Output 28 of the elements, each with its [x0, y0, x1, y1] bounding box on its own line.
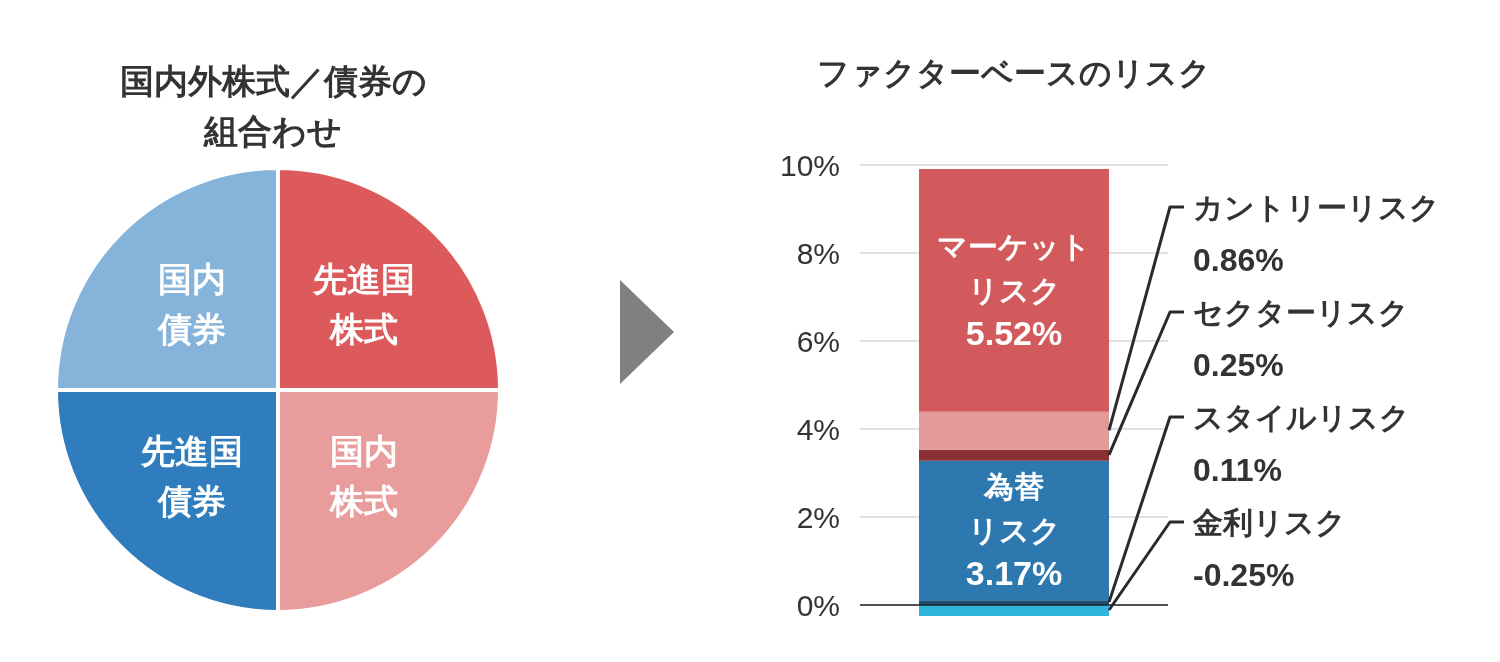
chart-title: ファクターベースのリスク	[816, 54, 1212, 93]
y-tick-label: 4%	[796, 412, 840, 446]
slice-label: 先進国株式	[312, 259, 416, 348]
data-label: 3.17%	[965, 554, 1063, 593]
bar	[919, 168, 1109, 412]
slice-label: 国内株式	[328, 432, 399, 521]
text: セクターリスク	[1193, 296, 1409, 329]
bar	[919, 411, 1109, 450]
data-label: 0.11%	[1193, 452, 1282, 488]
chart-title: 国内外株式／債券の組合わせ	[118, 61, 428, 152]
slice-label: 先進国債券	[139, 432, 243, 521]
y-tick-label: 8%	[796, 236, 840, 270]
data-label: -0.25%	[1193, 557, 1295, 593]
series-label: 為替リスク	[967, 470, 1061, 548]
y-tick-label: 0%	[796, 588, 840, 622]
text: スタイルリスク	[1193, 401, 1410, 434]
y-tick-label: 10%	[779, 148, 840, 182]
bar	[919, 605, 1109, 616]
series-label: マーケットリスク	[937, 230, 1091, 308]
y-tick-label: 6%	[796, 324, 840, 358]
slice-label: 国内債券	[156, 259, 226, 348]
data-label: 0.25%	[1193, 347, 1284, 383]
bar	[919, 449, 1109, 461]
text: カントリーリスク	[1193, 191, 1440, 224]
data-label: 0.86%	[1193, 242, 1284, 278]
y-tick-label: 2%	[796, 500, 840, 534]
text: 金利リスク	[1192, 506, 1346, 539]
data-label: 5.52%	[965, 314, 1063, 353]
